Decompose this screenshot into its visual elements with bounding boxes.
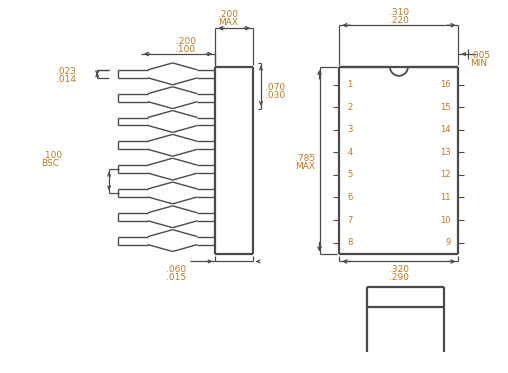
Text: .030: .030 [265, 91, 285, 100]
Text: MAX: MAX [218, 18, 238, 27]
Text: 11: 11 [440, 193, 451, 202]
Text: 2: 2 [347, 103, 353, 112]
Text: 10: 10 [440, 216, 451, 225]
Text: 9: 9 [446, 238, 451, 247]
Text: 6: 6 [347, 193, 353, 202]
Text: .310: .310 [389, 8, 409, 17]
Text: .220: .220 [389, 16, 409, 25]
Text: 12: 12 [440, 170, 451, 179]
Text: 14: 14 [440, 125, 451, 134]
Text: .014: .014 [56, 75, 77, 84]
Text: 4: 4 [347, 148, 353, 157]
Text: .023: .023 [56, 68, 77, 76]
Text: MAX: MAX [296, 162, 315, 171]
Text: BSC: BSC [42, 159, 59, 168]
Text: 8: 8 [347, 238, 353, 247]
Text: 15: 15 [440, 103, 451, 112]
Text: 5: 5 [347, 170, 353, 179]
Text: 7: 7 [347, 216, 353, 225]
Text: .290: .290 [389, 273, 409, 282]
Text: 13: 13 [440, 148, 451, 157]
Text: .785: .785 [296, 154, 315, 163]
Text: .100: .100 [42, 151, 61, 160]
Text: .070: .070 [265, 83, 285, 92]
Text: .015: .015 [166, 273, 185, 282]
Text: 3: 3 [347, 125, 353, 134]
Text: .100: .100 [175, 44, 196, 54]
Text: .060: .060 [166, 265, 185, 274]
Text: .005: .005 [470, 51, 491, 60]
Text: .200: .200 [175, 37, 196, 46]
Text: 1: 1 [347, 80, 353, 89]
Text: 16: 16 [440, 80, 451, 89]
Text: .320: .320 [389, 265, 409, 274]
Text: .200: .200 [218, 10, 238, 19]
Text: MIN: MIN [470, 59, 488, 68]
